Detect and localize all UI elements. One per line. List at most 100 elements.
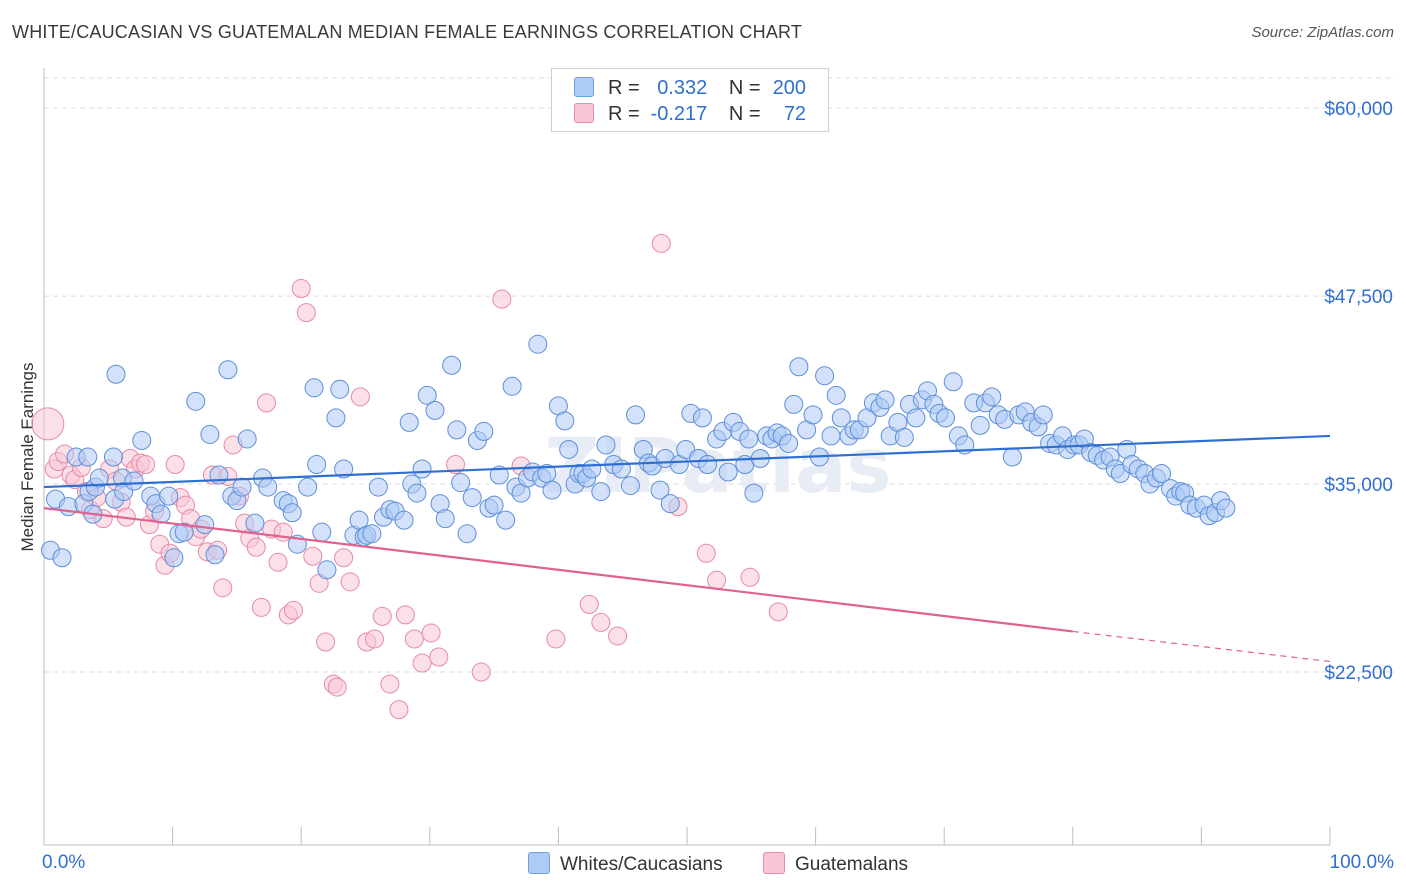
legend-row-whites: R = 0.332 N = 200 bbox=[574, 77, 806, 99]
source-label: Source: ZipAtlas.com bbox=[1251, 24, 1394, 41]
white-point bbox=[200, 424, 220, 444]
guatemalans-legend-swatch bbox=[763, 852, 785, 874]
guatemalan-point bbox=[251, 597, 271, 617]
white-point bbox=[875, 390, 895, 410]
white-point bbox=[1216, 498, 1236, 518]
chart-title: WHITE/CAUCASIAN VS GUATEMALAN MEDIAN FEM… bbox=[12, 22, 803, 42]
white-point bbox=[698, 455, 718, 475]
white-point bbox=[362, 524, 382, 544]
white-point bbox=[484, 495, 504, 515]
guatemalan-point bbox=[389, 700, 409, 720]
y-tick-label: $60,000 bbox=[1324, 99, 1393, 120]
guatemalan-point bbox=[740, 567, 760, 587]
white-point bbox=[159, 486, 179, 506]
x-max-label: 100.0% bbox=[1329, 852, 1394, 873]
white-point bbox=[330, 379, 350, 399]
white-point bbox=[542, 480, 562, 500]
white-point bbox=[970, 415, 990, 435]
white-point bbox=[186, 391, 206, 411]
guatemalan-point bbox=[268, 552, 288, 572]
white-point bbox=[103, 447, 123, 467]
white-point bbox=[205, 545, 225, 565]
white-point bbox=[457, 524, 477, 544]
white-point bbox=[245, 513, 265, 533]
guatemalan-point bbox=[395, 605, 415, 625]
white-point bbox=[831, 408, 851, 428]
guatemalan-point bbox=[303, 546, 323, 566]
white-point bbox=[528, 334, 548, 354]
guatemalans-swatch bbox=[574, 103, 594, 123]
white-point bbox=[78, 447, 98, 467]
white-point bbox=[502, 376, 522, 396]
guatemalan-point bbox=[296, 303, 316, 323]
white-point bbox=[1152, 464, 1172, 484]
white-point bbox=[394, 510, 414, 530]
guatemalan-point bbox=[421, 623, 441, 643]
guatemalan-point bbox=[246, 537, 266, 557]
white-point bbox=[894, 427, 914, 447]
white-point bbox=[132, 430, 152, 450]
white-point bbox=[626, 405, 646, 425]
white-point bbox=[803, 405, 823, 425]
n-value: 200 bbox=[772, 77, 807, 99]
white-point bbox=[462, 488, 482, 508]
guatemalan-point bbox=[608, 626, 628, 646]
white-point bbox=[52, 548, 72, 568]
white-point bbox=[232, 477, 252, 497]
white-point bbox=[582, 459, 602, 479]
r-value: 0.332 bbox=[657, 77, 708, 99]
whites-legend-label: Whites/Caucasians bbox=[560, 854, 723, 875]
white-point bbox=[237, 429, 257, 449]
white-point bbox=[718, 462, 738, 482]
white-point bbox=[317, 560, 337, 580]
white-point bbox=[312, 522, 332, 542]
guatemalan-point bbox=[350, 387, 370, 407]
guatemalan-point bbox=[380, 674, 400, 694]
guatemalan-point bbox=[696, 543, 716, 563]
white-point bbox=[935, 408, 955, 428]
white-point bbox=[784, 394, 804, 414]
white-point bbox=[555, 411, 575, 431]
white-point bbox=[442, 355, 462, 375]
guatemalan-point bbox=[707, 570, 727, 590]
white-point bbox=[106, 364, 126, 384]
guatemalan-point bbox=[372, 606, 392, 626]
white-point bbox=[307, 455, 327, 475]
white-point bbox=[447, 420, 467, 440]
y-tick-label: $35,000 bbox=[1324, 475, 1393, 496]
legend-item-guatemalans: Guatemalans bbox=[763, 852, 908, 876]
white-point bbox=[334, 459, 354, 479]
correlation-legend: R = 0.332 N = 200 R = -0.217 N = 72 bbox=[551, 68, 829, 132]
guatemalan-point bbox=[579, 594, 599, 614]
white-point bbox=[412, 459, 432, 479]
white-point bbox=[559, 439, 579, 459]
white-point bbox=[591, 482, 611, 502]
guatemalan-point bbox=[446, 455, 466, 475]
legend-item-whites: Whites/Caucasians bbox=[528, 852, 723, 876]
white-point bbox=[815, 366, 835, 386]
whites-trend-line bbox=[43, 434, 1331, 489]
guatemalan-point bbox=[412, 653, 432, 673]
white-point bbox=[282, 503, 302, 523]
white-point bbox=[58, 497, 78, 517]
white-point bbox=[650, 480, 670, 500]
guatemalan-point bbox=[334, 548, 354, 568]
white-point bbox=[692, 408, 712, 428]
white-point bbox=[218, 360, 238, 380]
guatemalan-point bbox=[492, 289, 512, 309]
white-point bbox=[779, 433, 799, 453]
white-point bbox=[739, 429, 759, 449]
white-point bbox=[821, 426, 841, 446]
white-point bbox=[826, 385, 846, 405]
guatemalan-point bbox=[340, 572, 360, 592]
guatemalan-point bbox=[471, 662, 491, 682]
guatemalan-point bbox=[291, 279, 311, 299]
guatemalan-point bbox=[404, 629, 424, 649]
n-label: N = bbox=[728, 103, 761, 125]
white-point bbox=[368, 477, 388, 497]
white-point bbox=[425, 400, 445, 420]
y-tick-label: $47,500 bbox=[1324, 287, 1393, 308]
white-point bbox=[258, 477, 278, 497]
white-point bbox=[435, 509, 455, 529]
guatemalan-point bbox=[546, 629, 566, 649]
